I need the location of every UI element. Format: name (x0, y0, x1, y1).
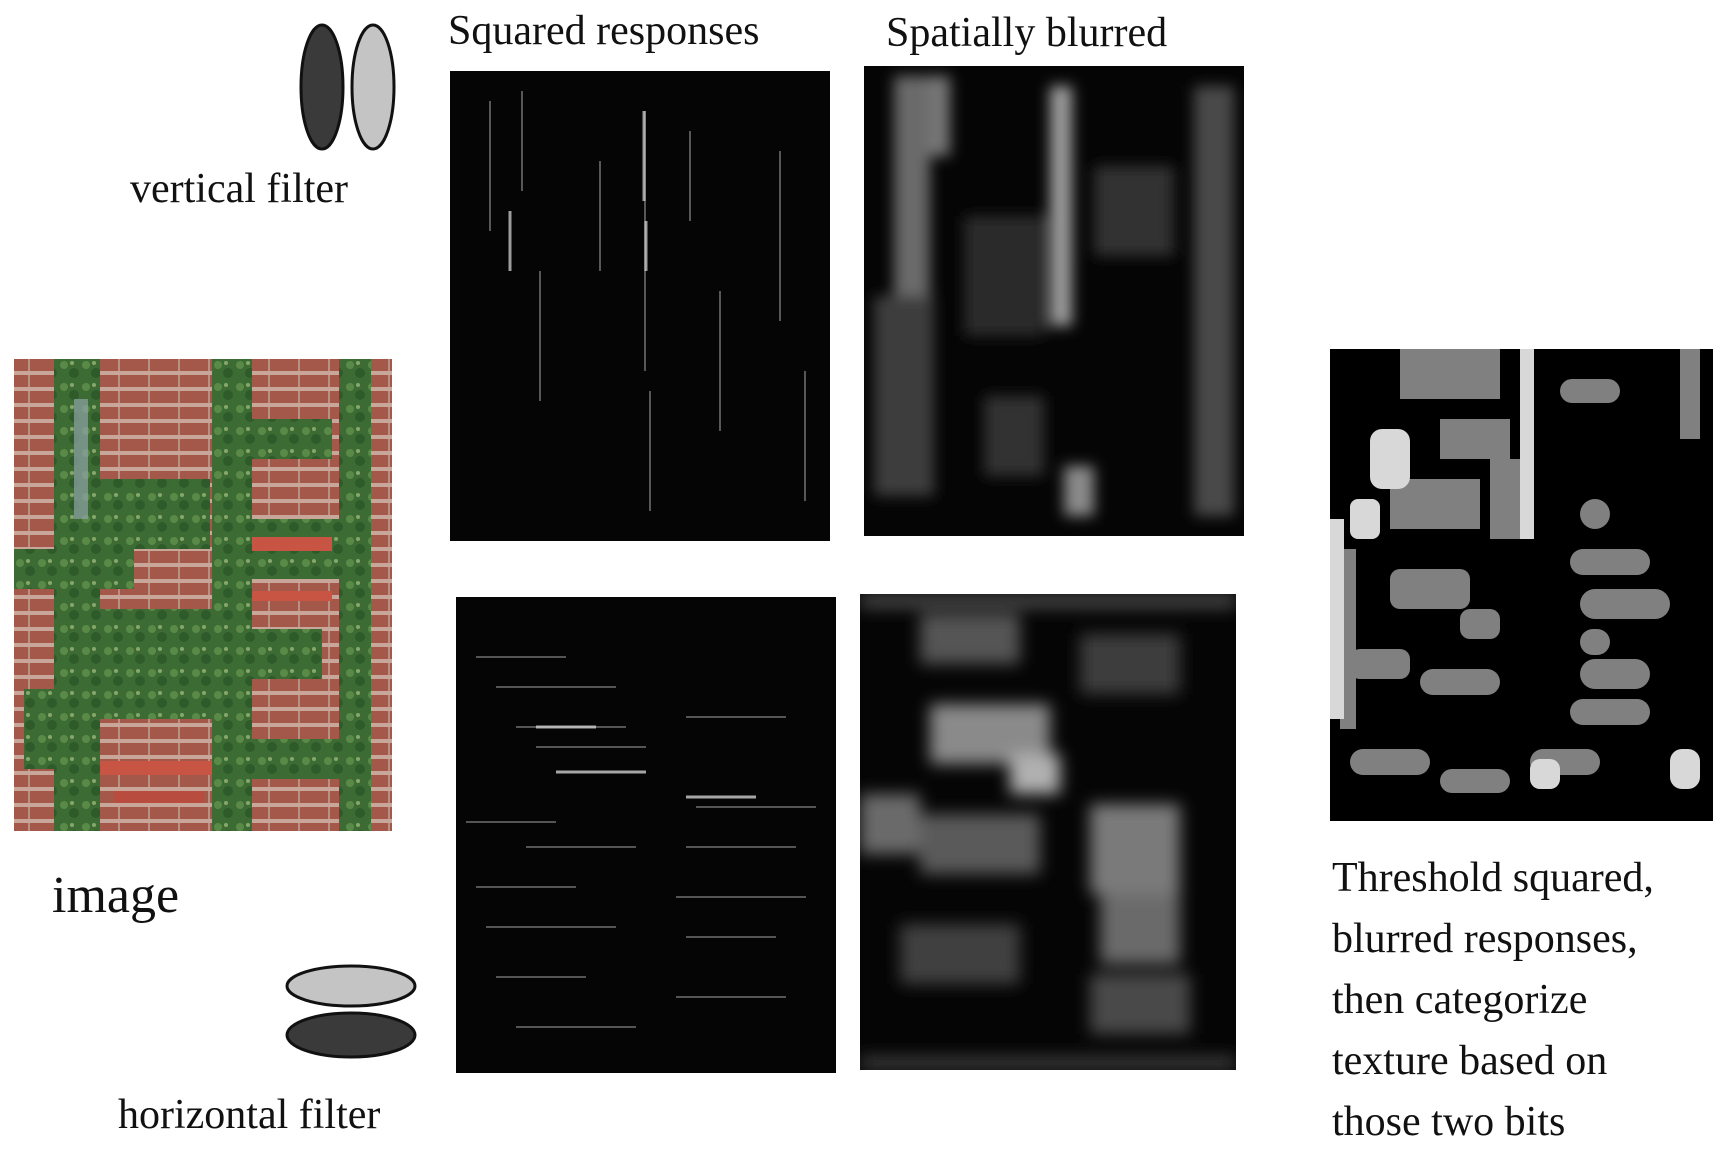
description-line: blurred responses, (1332, 916, 1638, 962)
description-line: texture based on (1332, 1038, 1608, 1084)
blurred-vertical-response-panel (864, 66, 1244, 536)
thresholded-texture-map (1330, 349, 1713, 821)
vertical-filter-icon (299, 23, 396, 151)
image-label: image (52, 867, 180, 924)
description-line: those two bits (1332, 1099, 1566, 1145)
vertical-filter-label: vertical filter (130, 166, 349, 212)
horizontal-filter-label: horizontal filter (118, 1092, 381, 1138)
squared-horizontal-response-panel (456, 597, 836, 1073)
blurred-horizontal-response-panel (860, 594, 1236, 1070)
description-line: then categorize (1332, 977, 1588, 1023)
source-image (14, 359, 392, 831)
spatially-blurred-heading: Spatially blurred (886, 10, 1168, 56)
squared-vertical-response-panel (450, 71, 830, 541)
threshold-description: Threshold squared, blurred responses, th… (1332, 848, 1654, 1153)
squared-responses-heading: Squared responses (448, 8, 760, 54)
description-line: Threshold squared, (1332, 855, 1654, 901)
horizontal-filter-icon (285, 964, 417, 1059)
